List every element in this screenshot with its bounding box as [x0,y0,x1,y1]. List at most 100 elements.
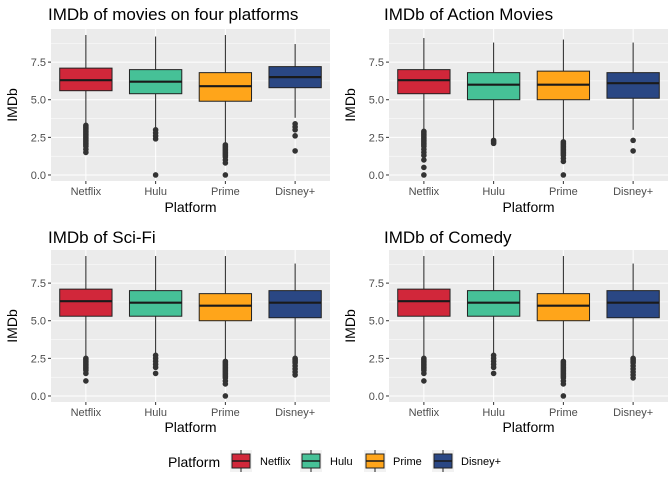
panel-background [389,250,668,402]
y-axis-label: IMDb [4,309,20,343]
outlier-point [560,158,567,165]
y-tick-label: 5.0 [369,95,384,107]
iqr-box [59,288,113,317]
x-axis-label: Platform [502,419,554,435]
x-tick-label: Disney+ [613,186,653,198]
outlier-point [421,370,427,377]
y-tick-label: 7.5 [31,278,46,290]
box-hulu [128,256,183,377]
y-axis-label: IMDb [342,309,358,343]
x-tick-label: Prime [211,407,240,419]
legend-label: Netflix [260,456,291,468]
x-tick-label: Hulu [144,186,167,198]
outlier-point [630,375,636,381]
outlier-point [83,378,89,384]
x-tick-label: Netflix [409,407,440,419]
outlier-point [421,378,427,384]
outlier-point [222,381,229,387]
outlier-point [560,381,567,387]
outlier-point [292,133,298,139]
outlier-point [83,370,89,377]
box-prime [536,256,591,399]
x-tick-label: Hulu [482,186,505,198]
panel-background [51,250,330,402]
box-hulu [466,256,521,377]
iqr-box [466,72,521,101]
x-tick-label: Netflix [71,407,102,419]
x-tick-label: Prime [211,186,240,198]
outlier-point [222,172,229,178]
legend-key-hulu: Hulu [300,450,353,472]
iqr-box [198,293,253,322]
legend-keys: Netflix Hulu Prime Disney+ [230,450,501,472]
x-tick-label: Prime [549,407,578,419]
iqr-box [606,290,660,319]
chart-panel-4: 0.0 2.5 5.0 7.5 Netflix Hulu Prime Disney+ IMDb … [342,228,668,435]
panels-group: 0.0 2.5 5.0 7.5 Netflix Hulu Prime Disney+ IMDb … [4,5,668,435]
panel-title: IMDb of Comedy [384,228,512,247]
y-tick-label: 0.0 [369,391,384,403]
iqr-box [397,288,451,317]
y-tick-label: 7.5 [31,57,46,69]
y-tick-label: 0.0 [31,170,46,182]
outlier-point [490,370,497,377]
box-hulu [128,36,183,178]
outlier-point [152,172,159,178]
box-netflix [59,35,113,156]
y-tick-label: 7.5 [369,278,384,290]
box-netflix [397,38,451,178]
y-tick-label: 0.0 [369,170,384,182]
outlier-point [490,140,497,147]
y-tick-label: 5.0 [369,316,384,328]
iqr-box [397,69,451,95]
outlier-point [560,172,567,178]
legend-label: Hulu [330,456,353,468]
box-prime [198,256,253,399]
outlier-point [421,152,427,159]
box-netflix [59,256,113,384]
x-axis-label: Platform [164,199,216,215]
x-tick-label: Netflix [71,186,102,198]
x-tick-label: Prime [549,186,578,198]
outlier-point [292,127,298,133]
outlier-point [421,172,427,178]
box-prime [198,35,253,178]
outlier-point [292,372,298,378]
y-tick-label: 0.0 [31,391,46,403]
panel-title: IMDb of Action Movies [384,5,553,24]
y-axis-label: IMDb [4,88,20,122]
iqr-box [268,290,322,319]
outlier-point [421,164,427,171]
x-tick-label: Hulu [482,407,505,419]
chart-panel-3: 0.0 2.5 5.0 7.5 Netflix Hulu Prime Disney+ IMDb … [4,228,330,435]
chart-panel-1: 0.0 2.5 5.0 7.5 Netflix Hulu Prime Disney+ IMDb … [4,5,330,215]
y-tick-label: 2.5 [31,132,46,144]
x-tick-label: Hulu [144,407,167,419]
y-tick-label: 2.5 [369,353,384,365]
chart-panel-2: 0.0 2.5 5.0 7.5 Netflix Hulu Prime Disney+ IMDb … [342,5,668,215]
y-tick-label: 2.5 [369,132,384,144]
y-tick-label: 2.5 [31,353,46,365]
legend-label: Prime [393,456,422,468]
box-disney-plus [606,263,660,381]
legend-key-netflix: Netflix [230,450,291,472]
y-tick-label: 5.0 [31,316,46,328]
outlier-point [152,364,159,371]
box-disney-plus [606,42,660,154]
outlier-point [490,364,497,371]
panel-background [51,29,330,181]
panel-background [389,29,668,181]
x-tick-label: Disney+ [613,407,653,419]
box-prime [536,39,591,178]
panel-title: IMDb of Sci-Fi [48,228,156,247]
legend-title: Platform [168,454,220,470]
iqr-box [606,72,660,99]
outlier-point [222,160,229,166]
box-disney-plus [268,263,322,378]
outlier-point [421,157,427,163]
box-disney-plus [268,44,322,154]
x-tick-label: Disney+ [275,407,315,419]
y-tick-label: 7.5 [369,57,384,69]
legend: Platform Netflix Hulu Prime Disney+ [168,450,501,472]
